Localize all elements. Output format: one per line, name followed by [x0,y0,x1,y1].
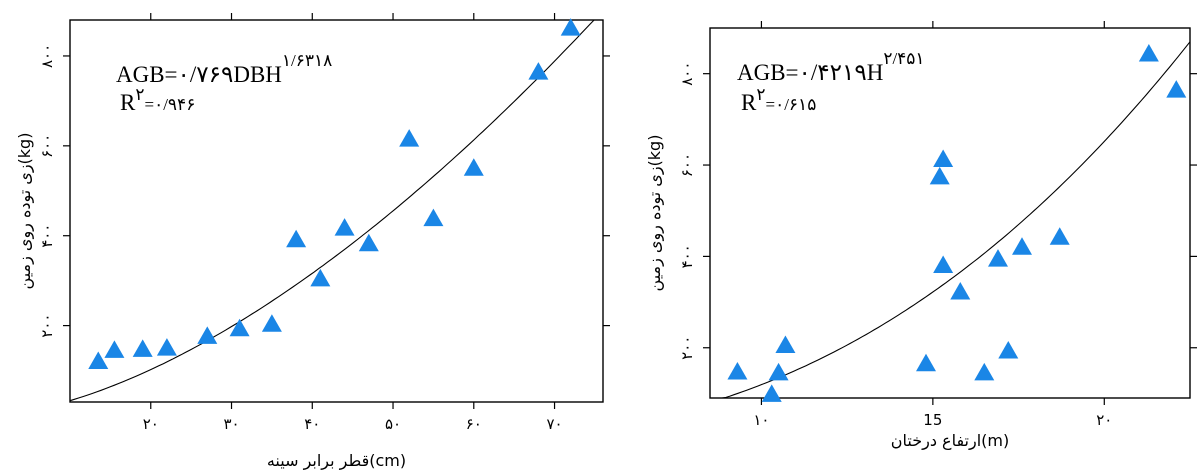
data-point [998,340,1019,359]
x-tick-label: ۷۰ [546,415,562,433]
data-point [1012,237,1032,255]
x-tick-label: ۲۰ [1096,411,1112,429]
x-tick-label: ۵۰ [385,415,401,433]
data-point [1049,227,1070,245]
data-point [156,338,177,356]
plot-frame [69,19,604,403]
y-axis-title: زی توده روی زمین(kg) [15,133,35,290]
r-squared-text: R۲=۰/۶۱۵ [741,85,816,115]
x-tick-label: ۶۰ [466,415,482,433]
y-tick-label: ۸۰۰ [678,62,696,86]
x-axis-title: قطر برابر سینه(cm) [267,451,406,471]
data-point [775,335,796,353]
equation-text: AGB=۰/۷۶۹DBH۱/۶۳۱۸ [116,51,332,87]
data-point [1166,80,1187,98]
data-point [423,208,444,227]
y-tick-label: ۲۰۰ [38,314,56,338]
y-tick-label: ۶۰۰ [678,153,696,177]
data-point [933,255,954,274]
data-point [399,129,420,147]
r-squared-text: R۲=۰/۹۴۶ [120,85,195,115]
y-tick-label: ۸۰۰ [38,44,56,68]
y-tick-label: ۴۰۰ [678,244,696,268]
data-point [463,158,484,176]
data-point [229,318,250,337]
data-point [988,249,1008,267]
data-point [768,362,789,381]
data-point [974,362,995,381]
equation-text: AGB=۰/۴۲۱۹H۲/۴۵۱ [737,49,925,85]
x-axis-title: ارتفاع درختان(m) [891,431,1010,451]
data-point [132,339,153,357]
x-tick-label: 15 [923,411,942,429]
fit-curve [710,41,1191,399]
data-point [358,233,379,252]
data-point [761,384,782,402]
x-tick-label: ۴۰ [304,415,320,433]
data-point [286,229,307,248]
data-point [929,166,950,185]
data-point [727,361,748,380]
data-point [197,326,218,344]
x-tick-label: ۲۰ [143,415,159,433]
x-tick-label: ۳۰ [223,415,239,433]
data-point [104,340,125,358]
y-tick-label: ۴۰۰ [38,224,56,248]
data-point [310,268,331,287]
data-point [916,353,936,372]
y-tick-label: ۲۰۰ [678,336,696,360]
plot-frame [709,27,1191,399]
data-point [1138,44,1159,62]
y-tick-label: ۶۰۰ [38,134,56,158]
x-tick-label: ۱۰ [753,411,769,429]
fit-curve [69,19,603,402]
chart-panel-2: ۱۰ 15 ۲۰ ۲۰۰ ۴۰۰ ۶۰۰ ۸۰۰ ارتفاع درختان(m) زی تود… [645,21,1197,451]
y-axis-title: زی توده روی زمین(kg) [645,135,665,292]
chart-panel-1: ۲۰ ۳۰ ۴۰ ۵۰ ۶۰ ۷۰ ۲۰۰ ۴۰۰ ۶۰۰ ۸۰۰ قطر برابر سینه(c… [15,13,610,471]
data-point [88,351,109,370]
data-point [334,218,355,236]
data-point [528,62,549,80]
data-point [261,314,282,332]
data-point [950,282,971,300]
data-point [933,149,954,168]
data-point [560,18,581,36]
